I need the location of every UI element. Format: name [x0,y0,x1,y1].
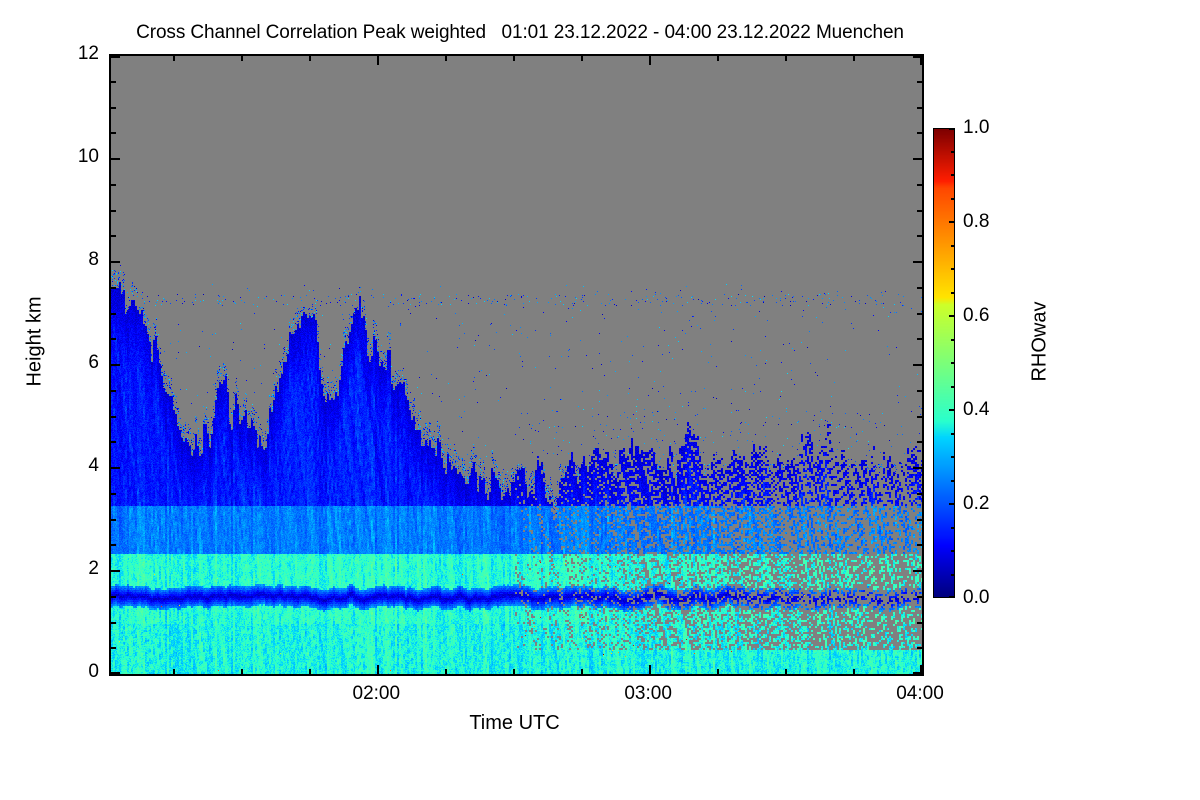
colorbar-tick-label: 0.4 [963,399,990,420]
x-axis-tick-label: 02:00 [352,683,401,704]
x-axis-tick-labels: 02:00 03:00 04:00 [109,683,944,708]
colorbar-tick-label: 0.0 [963,587,990,608]
y-axis-tick-label: 12 [77,43,99,64]
heatmap-image [111,56,922,674]
colorbar-minor-tick-mark [951,291,955,294]
colorbar-tick-mark [949,409,955,411]
colorbar-tick-label: 0.2 [963,493,990,514]
colorbar-minor-tick-mark [951,432,955,435]
y-axis-title: Height km [23,296,46,387]
colorbar-minor-tick-mark [951,268,955,270]
y-axis-tick-label: 2 [88,558,99,579]
colorbar-minor-tick-mark [951,362,955,364]
colorbar-minor-tick-mark [951,550,955,552]
colorbar-tick-label: 0.8 [963,211,990,232]
colorbar-minor-tick-mark [951,150,955,153]
colorbar-minor-tick-mark [951,456,955,458]
colorbar-minor-tick-mark [951,573,955,576]
colorbar-tick-mark [949,128,955,130]
colorbar-tick-mark [949,315,955,317]
colorbar-tick-label: 1.0 [963,117,990,138]
colorbar-tick-mark [949,503,955,505]
colorbar-minor-tick-mark [951,244,955,247]
colorbar-minor-tick-mark [951,174,955,176]
x-axis-title: Time UTC [469,712,560,734]
y-axis-tick-label: 6 [88,352,99,373]
colorbar-tick-label: 0.6 [963,305,990,326]
x-axis-tick-label: 04:00 [896,683,944,704]
y-axis-tick-label: 10 [77,146,99,167]
colorbar-tick-marks: 0.0 0.2 0.4 0.6 0.8 1.0 [933,118,989,607]
colorbar-minor-tick-mark [951,338,955,341]
colorbar-tick-mark [949,596,955,598]
y-axis-tick-label: 4 [88,455,99,476]
y-axis-tick-label: 8 [88,249,99,270]
colorbar-title: RHOwav [1028,301,1051,382]
page-title: Cross Channel Correlation Peak weighted … [136,22,904,43]
colorbar-minor-tick-mark [951,526,955,529]
y-axis-tick-labels: 0 2 4 6 8 10 12 [35,44,99,681]
colorbar-tick-mark [949,221,955,223]
colorbar-minor-tick-mark [951,197,955,200]
heatmap-plot-area[interactable] [109,54,924,676]
colorbar-minor-tick-mark [951,479,955,482]
x-axis-tick-label: 03:00 [624,683,672,704]
colorbar-minor-tick-mark [951,385,955,388]
y-axis-tick-label: 0 [88,661,99,682]
